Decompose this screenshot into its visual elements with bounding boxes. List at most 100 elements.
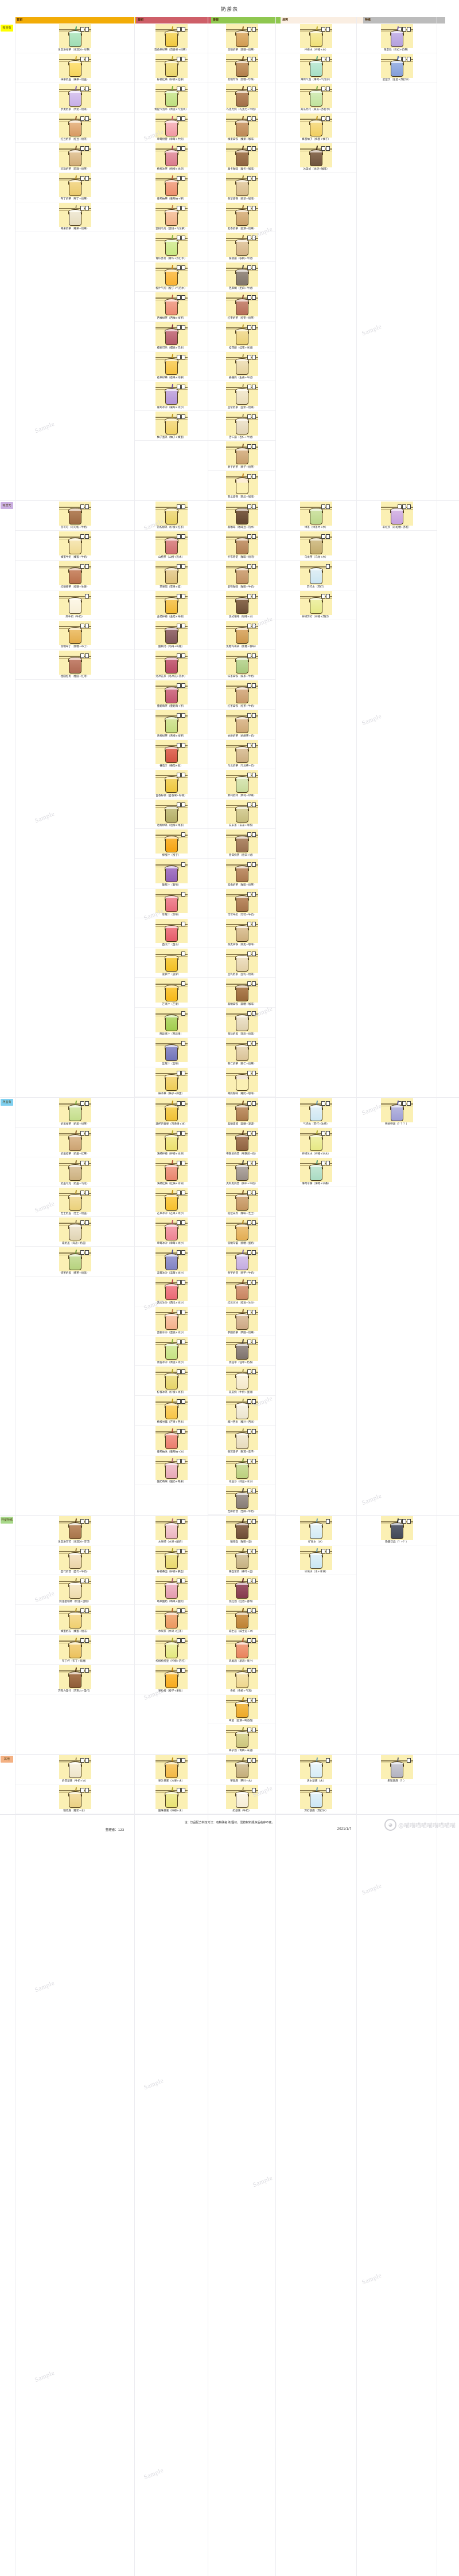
drink-entry[interactable]: 气泡水（苏打+冰块） <box>276 1098 356 1128</box>
drink-entry[interactable]: 青提冰沙（青提+冰沙） <box>135 1336 208 1366</box>
drink-entry[interactable]: 苏打水（苏打） <box>276 561 356 590</box>
drink-entry[interactable]: 百香柠檬（百香果+柠檬） <box>135 769 208 799</box>
drink-entry[interactable]: 隐藏饮品（？+？） <box>357 1516 437 1545</box>
drink-entry[interactable]: 西瓜汁（西瓜） <box>135 918 208 948</box>
drink-entry[interactable]: 奶基底（牛奶） <box>208 1784 275 1814</box>
drink-entry[interactable]: 热柠檬茶（柠檬+红茶） <box>135 501 208 531</box>
drink-entry[interactable]: 黑糖波波（黑糖+波波） <box>208 1098 275 1128</box>
drink-entry[interactable]: 酸奶莓果（酸奶+莓果） <box>135 1455 208 1485</box>
drink-entry[interactable]: 香草拿铁（香草+咖啡） <box>208 173 275 202</box>
drink-entry[interactable]: 柠檬梳打壶（柠檬+苏打） <box>135 1635 208 1665</box>
drink-entry[interactable]: 梅子酒（青梅+米酒） <box>208 1724 275 1754</box>
drink-entry[interactable]: 焦糖布丁（焦糖+布丁） <box>15 620 134 650</box>
drink-entry[interactable]: 神秘特调（？？？） <box>357 1098 437 1128</box>
drink-entry[interactable]: 焦糖奶茶（焦糖+奶茶） <box>208 24 275 53</box>
drink-entry[interactable]: 普洱奶茶（普洱+奶） <box>208 829 275 859</box>
drink-entry[interactable]: 布朗尼奶昔（布朗尼+奶） <box>208 1128 275 1157</box>
drink-entry[interactable]: 黑糖拿铁（黑糖+咖啡） <box>208 978 275 1008</box>
drink-entry[interactable]: 满杯红柚（红柚+冰块） <box>135 1157 208 1187</box>
drink-entry[interactable]: 布丁奶茶（布丁+奶茶） <box>15 173 134 202</box>
drink-entry[interactable]: 巧克力圣代（巧克力+圣代） <box>15 1665 134 1694</box>
drink-entry[interactable]: 蜂蜜牛奶（蜂蜜+牛奶） <box>15 531 134 561</box>
drink-entry[interactable]: 红枣奶茶（红枣+奶茶） <box>208 292 275 322</box>
drink-entry[interactable]: 榛果拿铁（榛果+咖啡） <box>208 113 275 143</box>
drink-entry[interactable]: 金桔柠檬（金桔+柠檬） <box>135 590 208 620</box>
drink-entry[interactable]: 黑咖啡（咖啡豆+热水） <box>208 501 275 531</box>
drink-entry[interactable]: 柠檬水（柠檬+水） <box>276 24 356 53</box>
drink-entry[interactable]: 果汁基底（水果+水） <box>135 1755 208 1784</box>
drink-entry[interactable]: 黄瓜苏打（黄瓜+苏打水） <box>276 83 356 113</box>
drink-entry[interactable]: 酸梅汤（乌梅+山楂） <box>135 620 208 650</box>
drink-entry[interactable]: 芝麻糊（芝麻+牛奶） <box>208 262 275 292</box>
drink-entry[interactable]: 南瓜拿铁（南瓜+咖啡） <box>208 471 275 500</box>
drink-entry[interactable]: 抹茶拿铁（抹茶+牛奶） <box>208 650 275 680</box>
drink-entry[interactable]: 芒果汁（芒果） <box>135 978 208 1008</box>
drink-entry[interactable]: 果粒橙（橙子+果粒） <box>135 1665 208 1694</box>
drink-entry[interactable]: 蓝莓冰沙（蓝莓+冰沙） <box>135 1247 208 1277</box>
drink-entry[interactable]: 话梅绿茶（话梅+绿茶） <box>135 799 208 829</box>
drink-entry[interactable]: 橙汁气泡（橙子+气泡水） <box>135 262 208 292</box>
drink-entry[interactable]: 焦糖玛奇朵（焦糖+咖啡） <box>208 620 275 650</box>
drink-entry[interactable]: 奶昔基底（牛奶+冰） <box>15 1755 134 1784</box>
drink-entry[interactable]: 绿豆沙（绿豆+冰沙） <box>208 1455 275 1485</box>
drink-entry[interactable]: 卡布奇诺（咖啡+奶泡） <box>208 531 275 561</box>
drink-entry[interactable]: 薄荷冰茶（薄荷+冰茶） <box>276 1157 356 1187</box>
drink-entry[interactable]: 可可牛奶（可可+牛奶） <box>208 888 275 918</box>
drink-entry[interactable]: 冰块水（水+冰块） <box>276 1545 356 1575</box>
drink-entry[interactable]: 水果捞（水果+酸奶） <box>135 1516 208 1545</box>
drink-entry[interactable]: 奶盖红茶（奶盖+红茶） <box>15 1128 134 1157</box>
drink-entry[interactable]: 芋泥奶茶（芋泥+奶茶） <box>15 83 134 113</box>
drink-entry[interactable]: 奶盖绿茶（奶盖+绿茶） <box>15 1098 134 1128</box>
drink-entry[interactable]: 芝麻奶昔（芝麻+牛奶） <box>208 1485 275 1515</box>
drink-entry[interactable]: 提拉米苏（咖啡+芝士） <box>208 1187 275 1217</box>
drink-entry[interactable]: 姜撞奶（生姜+牛奶） <box>208 351 275 381</box>
drink-entry[interactable]: 西柚绿茶（西柚+绿茶） <box>135 292 208 322</box>
drink-entry[interactable]: 热可可（可可粉+牛奶） <box>15 501 134 531</box>
drink-entry[interactable]: 山楂茶（山楂+热水） <box>135 531 208 561</box>
drink-entry[interactable]: 布丁杯（布丁+焦糖） <box>15 1635 134 1665</box>
drink-entry[interactable]: 西瓜冰沙（西瓜+冰沙） <box>135 1277 208 1306</box>
drink-entry[interactable]: 番茄汁（番茄+盐） <box>135 739 208 769</box>
drink-entry[interactable]: 百香果绿茶（百香果+绿茶） <box>135 24 208 53</box>
drink-entry[interactable]: 草莓冰沙（草莓+冰沙） <box>135 1217 208 1247</box>
drink-entry[interactable]: 玄米茶（玄米+绿茶） <box>208 799 275 829</box>
drink-entry[interactable]: 葡萄汁（葡萄） <box>135 859 208 888</box>
drink-entry[interactable]: 限定款（彩虹+奶茶） <box>357 24 437 53</box>
drink-entry[interactable]: 蜂蜜柚子（蜂蜜+柚子） <box>276 113 356 143</box>
drink-entry[interactable]: 红豆奶茶（红豆+奶茶） <box>15 113 134 143</box>
drink-entry[interactable]: 冰淇淋绿茶（冰淇淋+绿茶） <box>15 24 134 53</box>
drink-entry[interactable]: 香槟（香槟+气泡） <box>208 1665 275 1694</box>
drink-entry[interactable]: 草莓奶昔（草莓+牛奶） <box>135 113 208 143</box>
drink-entry[interactable]: 摩卡咖啡（摩卡+咖啡） <box>208 143 275 173</box>
drink-entry[interactable]: 奇异果汁（奇异果） <box>135 1008 208 1038</box>
drink-entry[interactable]: 红糖姜茶（红糖+生姜） <box>15 561 134 590</box>
drink-entry[interactable]: 咸奶盖（海盐+奶盖） <box>15 1217 134 1247</box>
drink-entry[interactable]: 蓝莓汁（蓝莓） <box>135 1038 208 1067</box>
drink-entry[interactable]: 椰奶咖啡（椰奶+咖啡） <box>208 1067 275 1097</box>
drink-entry[interactable]: 鸡尾酒（基酒+果汁） <box>208 1635 275 1665</box>
drink-entry[interactable]: 星空饮（星星+苏打水） <box>357 53 437 83</box>
drink-entry[interactable]: 芒果绿茶（芒果+绿茶） <box>135 351 208 381</box>
drink-entry[interactable]: 蜂蜜奶冻（蜂蜜+奶冻） <box>15 1605 134 1635</box>
drink-entry[interactable]: 伯爵奶茶（伯爵茶+奶） <box>208 710 275 739</box>
drink-entry[interactable]: 珍珠奶茶（珍珠+奶茶） <box>15 143 134 173</box>
drink-entry[interactable]: 樱桃可乐（樱桃+可乐） <box>135 322 208 351</box>
drink-entry[interactable]: 苏打基底（苏打水） <box>276 1784 356 1814</box>
drink-entry[interactable]: 豆乳奶茶（豆乳+奶茶） <box>208 948 275 978</box>
drink-entry[interactable]: 焦糖布蕾（焦糖+蛋奶） <box>208 1217 275 1247</box>
drink-entry[interactable]: 抹茶奶盖（抹茶+奶盖） <box>15 53 134 83</box>
drink-entry[interactable]: 乌龙茶（乌龙+水） <box>276 531 356 561</box>
drink-entry[interactable]: 拿铁咖啡（咖啡+牛奶） <box>208 561 275 590</box>
drink-entry[interactable]: 奶油蛋糕杯（奶油+蛋糕） <box>15 1575 134 1605</box>
drink-entry[interactable]: 蜜桃乌龙（蜜桃+乌龙茶） <box>135 202 208 232</box>
drink-entry[interactable]: 茶壶套装（茶叶+壶） <box>208 1545 275 1575</box>
drink-entry[interactable]: 热红酒（红酒+香料） <box>208 1575 275 1605</box>
drink-entry[interactable]: 栗子奶茶（栗子+奶茶） <box>208 441 275 471</box>
drink-entry[interactable]: 热牛奶（牛奶） <box>15 590 134 620</box>
drink-entry[interactable]: 满杯柠檬（柠檬+冰块） <box>135 1128 208 1157</box>
drink-entry[interactable]: 绿茶（绿茶叶+水） <box>276 501 356 531</box>
drink-entry[interactable]: 水果茶（水果+红茶） <box>135 1605 208 1635</box>
drink-entry[interactable]: 蜜桃冰沙（蜜桃+冰沙） <box>135 1306 208 1336</box>
drink-entry[interactable]: 芒果冰沙（芒果+冰沙） <box>135 1187 208 1217</box>
drink-entry[interactable]: 巧克力奶（巧克力+牛奶） <box>208 83 275 113</box>
